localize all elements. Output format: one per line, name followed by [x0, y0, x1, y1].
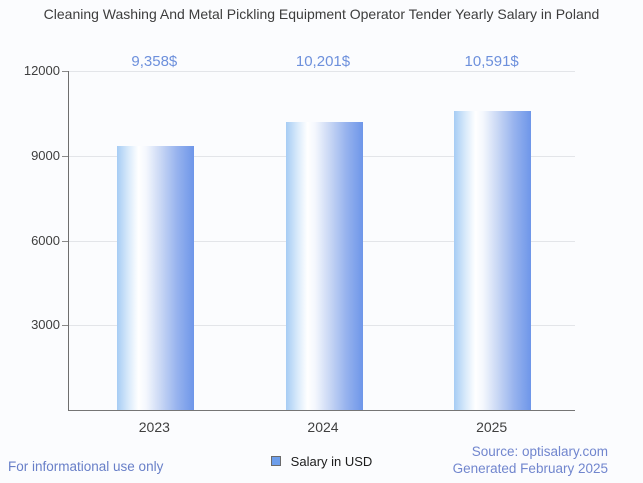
bar-2023[interactable] — [116, 145, 194, 410]
chart-title: Cleaning Washing And Metal Pickling Equi… — [43, 6, 600, 22]
value-label-2024: 10,201$ — [295, 53, 351, 70]
legend[interactable]: Salary in USD — [0, 452, 643, 470]
value-label-2025: 10,591$ — [464, 53, 519, 70]
gridline-12000 — [69, 71, 575, 72]
x-axis-label-2025: 2025 — [476, 419, 508, 435]
source-text: Source: optisalary.com — [471, 444, 608, 459]
y-tick-mark — [62, 240, 68, 242]
legend-label: Salary in USD — [290, 453, 373, 469]
legend-marker-icon — [270, 456, 281, 466]
y-axis-label-12000: 12000 — [23, 63, 60, 78]
value-label-2023: 9,358$ — [131, 53, 178, 70]
y-axis-label-9000: 9000 — [31, 147, 60, 163]
plot-area — [68, 71, 575, 411]
bar-2025[interactable] — [454, 110, 532, 410]
y-tick-mark — [62, 71, 68, 72]
bar-2024[interactable] — [285, 121, 363, 410]
y-tick-mark — [62, 325, 68, 327]
y-axis-label-3000: 3000 — [31, 317, 60, 333]
x-axis-label-2023: 2023 — [138, 419, 170, 435]
y-tick-mark — [62, 155, 68, 157]
generated-text: Generated February 2025 — [452, 461, 608, 476]
source-block: Source: optisalary.com Generated Februar… — [453, 443, 608, 477]
disclaimer-text: For informational use only — [8, 459, 164, 474]
y-axis-label-6000: 6000 — [31, 232, 60, 248]
x-axis-label-2024: 2024 — [307, 419, 339, 435]
